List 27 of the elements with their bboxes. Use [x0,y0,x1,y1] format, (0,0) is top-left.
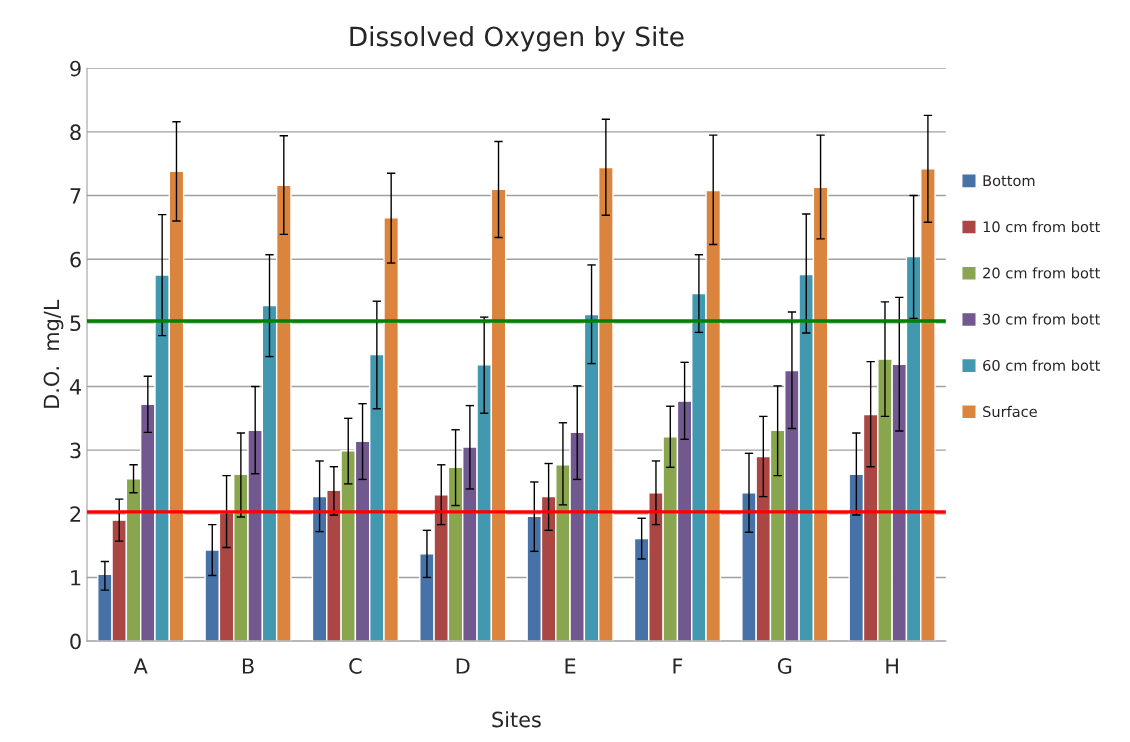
x-tick-label: F [673,658,683,674]
legend-label: 20 cm from bott [983,267,1100,279]
x-axis-title: Sites [492,711,541,728]
y-tick-label: 1 [71,570,81,586]
legend-label: 60 cm from bott [983,359,1100,371]
chart-title: Dissolved Oxygen by Site [350,25,684,52]
y-tick-label: 6 [70,251,81,268]
x-tick-label: C [349,658,362,674]
y-axis-title: D.O. mg/L [43,299,64,408]
legend-label: 30 cm from bott [983,313,1100,325]
legend-label: 10 cm from bott [983,221,1100,233]
y-tick-label: 7 [70,188,81,204]
y-tick-label: 2 [70,506,81,522]
y-tick-label: 4 [69,379,81,395]
x-tick-label: E [565,658,576,674]
x-tick-label: D [456,658,470,674]
x-tick-label: A [133,658,148,674]
y-tick-label: 0 [70,633,81,650]
x-tick-label: B [242,658,254,674]
y-tick-label: 5 [70,315,81,332]
y-tick-label: 3 [70,442,81,459]
legend-label: Bottom [983,175,1035,187]
x-tick-label: G [777,658,792,674]
x-tick-label: H [886,658,898,674]
legend-label: Surface [983,405,1037,418]
y-tick-label: 8 [70,124,81,141]
y-tick-label: 9 [70,60,81,77]
